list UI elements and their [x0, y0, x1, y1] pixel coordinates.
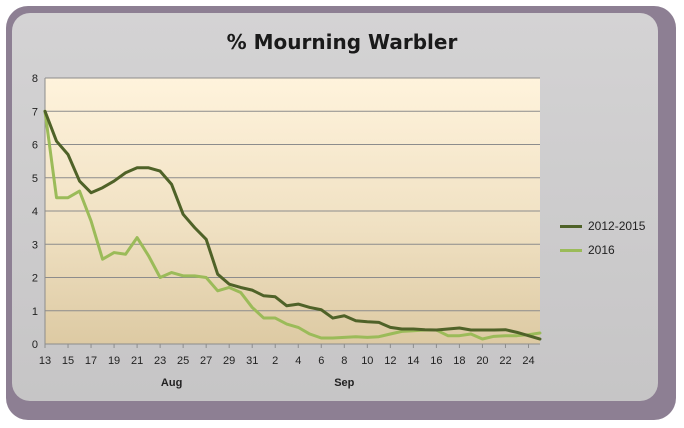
x-tick-label: 14	[407, 355, 419, 367]
x-tick-label: 23	[154, 355, 166, 367]
y-tick-label: 4	[32, 206, 38, 218]
x-tick-label: 8	[341, 355, 347, 367]
y-tick-label: 7	[32, 106, 38, 118]
legend-label-series-1: 2012-2015	[588, 219, 646, 233]
legend-label-series-2: 2016	[588, 243, 615, 257]
legend-item-series-2: 2016	[560, 238, 645, 262]
x-tick-label: 31	[246, 355, 258, 367]
y-tick-label: 3	[32, 239, 38, 251]
x-tick-label: 21	[131, 355, 143, 367]
x-tick-label: 6	[318, 355, 324, 367]
month-label-sep: Sep	[334, 377, 354, 389]
x-tick-label: 16	[430, 355, 442, 367]
month-label-aug: Aug	[161, 377, 182, 389]
legend: 2012-2015 2016	[560, 214, 645, 262]
legend-item-series-1: 2012-2015	[560, 214, 645, 238]
x-tick-label: 29	[223, 355, 235, 367]
chart-title: % Mourning Warbler	[226, 30, 458, 54]
x-tick-label: 20	[476, 355, 488, 367]
y-tick-label: 0	[32, 339, 38, 351]
x-tick-label: 4	[295, 355, 301, 367]
x-tick-label: 2	[272, 355, 278, 367]
y-tick-label: 6	[32, 140, 38, 152]
x-tick-label: 19	[108, 355, 120, 367]
x-tick-label: 17	[85, 355, 97, 367]
y-tick-label: 1	[32, 306, 38, 318]
series-line-2	[43, 109, 542, 341]
x-tick-label: 27	[200, 355, 212, 367]
x-tick-label: 10	[361, 355, 373, 367]
x-tick-label: 18	[453, 355, 465, 367]
y-tick-label: 2	[32, 273, 38, 285]
legend-swatch-series-2	[560, 248, 582, 252]
x-tick-label: 15	[62, 355, 74, 367]
y-tick-label: 8	[32, 73, 38, 85]
x-tick-label: 24	[522, 355, 534, 367]
x-tick-label: 25	[177, 355, 189, 367]
x-tick-label: 12	[384, 355, 396, 367]
x-tick-label: 22	[499, 355, 511, 367]
series-line-1	[43, 109, 542, 341]
x-tick-label: 13	[39, 355, 51, 367]
legend-swatch-series-1	[560, 224, 582, 228]
y-tick-label: 5	[32, 173, 38, 185]
